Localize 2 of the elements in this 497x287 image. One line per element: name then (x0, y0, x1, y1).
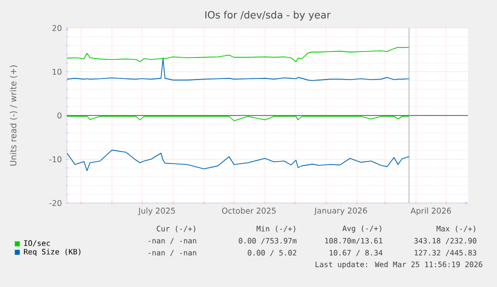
y-axis-title: Units read (-) / write (+) (10, 65, 18, 166)
chart-title: IOs for /dev/sda - by year (205, 10, 331, 21)
